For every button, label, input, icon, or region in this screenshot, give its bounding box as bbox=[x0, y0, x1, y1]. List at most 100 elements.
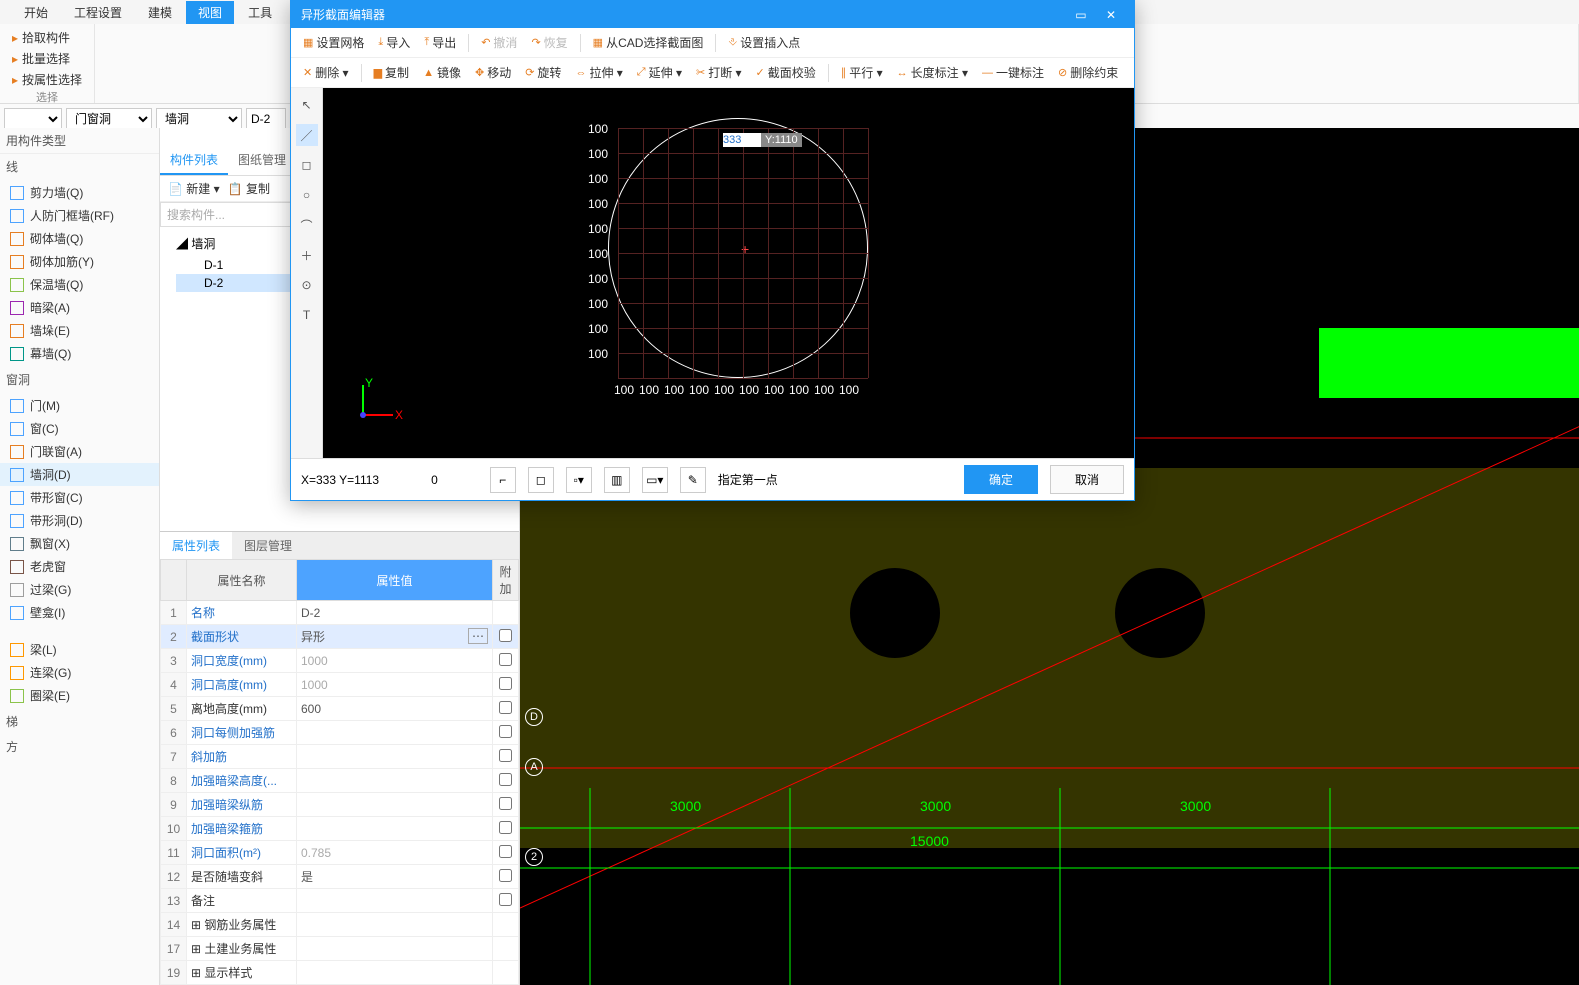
component-type-item[interactable]: 人防门框墙(RF) bbox=[0, 204, 159, 227]
toolbar-button[interactable]: ✂ 打断 ▾ bbox=[690, 62, 748, 83]
main-tab[interactable]: 视图 bbox=[186, 1, 234, 24]
toolbar-button[interactable]: — 一键标注 bbox=[976, 62, 1050, 83]
ribbon-button[interactable]: ▸ 批量选择 bbox=[10, 49, 84, 68]
property-row[interactable]: 3洞口宽度(mm)1000 bbox=[161, 649, 519, 673]
new-button[interactable]: 📄 新建 ▾ bbox=[168, 180, 220, 197]
main-tab[interactable]: 工具 bbox=[236, 1, 284, 24]
minimize-button[interactable]: ▭ bbox=[1067, 8, 1094, 22]
ok-button[interactable]: 确定 bbox=[964, 465, 1038, 494]
grid-label: 100 bbox=[689, 383, 709, 397]
component-type-item[interactable]: 保温墙(Q) bbox=[0, 273, 159, 296]
col-value: 属性值 bbox=[297, 560, 493, 601]
draw-tool[interactable]: ⌒ bbox=[296, 214, 318, 236]
ribbon-button[interactable]: ▸ 按属性选择 bbox=[10, 70, 84, 89]
mode-button-2[interactable]: ▫▾ bbox=[566, 467, 592, 493]
component-type-item[interactable]: 门(M) bbox=[0, 394, 159, 417]
wall-hole bbox=[1115, 568, 1205, 658]
component-type-item[interactable]: 幕墙(Q) bbox=[0, 342, 159, 365]
main-tab[interactable]: 开始 bbox=[12, 1, 60, 24]
category-select-1[interactable] bbox=[4, 108, 62, 130]
draw-tool[interactable]: ↖ bbox=[296, 94, 318, 116]
toolbar-button[interactable]: ⤢ 延伸 ▾ bbox=[631, 62, 688, 83]
component-type-item[interactable]: 暗梁(A) bbox=[0, 296, 159, 319]
mode-button-1[interactable]: ◻ bbox=[528, 467, 554, 493]
property-row[interactable]: 1名称D-2 bbox=[161, 601, 519, 625]
green-element bbox=[1319, 328, 1579, 398]
property-row[interactable]: 6洞口每侧加强筋 bbox=[161, 721, 519, 745]
property-row[interactable]: 9加强暗梁纵筋 bbox=[161, 793, 519, 817]
toolbar-button[interactable]: ▲ 镜像 bbox=[417, 62, 467, 83]
draw-tool[interactable]: ＋ bbox=[296, 244, 318, 266]
toolbar-button[interactable]: ⎀ 设置插入点 bbox=[722, 32, 806, 53]
close-button[interactable]: ✕ bbox=[1098, 8, 1124, 22]
toolbar-button[interactable]: ▆ 复制 bbox=[368, 62, 415, 83]
component-type-item[interactable]: 门联窗(A) bbox=[0, 440, 159, 463]
property-row[interactable]: 11洞口面积(m²)0.785 bbox=[161, 841, 519, 865]
toolbar-button[interactable]: ⤓ 导入 bbox=[372, 32, 416, 53]
mode-button-3[interactable]: ▥ bbox=[604, 467, 630, 493]
component-type-item[interactable]: 墙洞(D) bbox=[0, 463, 159, 486]
toolbar-button[interactable]: ✥ 移动 bbox=[469, 62, 517, 83]
dialog-titlebar[interactable]: 异形截面编辑器 ▭ ✕ bbox=[291, 1, 1134, 28]
toolbar-button: ↶ 撤消 bbox=[475, 32, 523, 53]
property-row[interactable]: 7斜加筋 bbox=[161, 745, 519, 769]
property-row[interactable]: 14⊞ 钢筋业务属性 bbox=[161, 913, 519, 937]
ribbon-button[interactable]: ▸ 拾取构件 bbox=[10, 28, 84, 47]
toolbar-button[interactable]: ⇔ 拉伸 ▾ bbox=[569, 62, 628, 83]
property-row[interactable]: 17⊞ 土建业务属性 bbox=[161, 937, 519, 961]
main-tab[interactable]: 工程设置 bbox=[62, 1, 134, 24]
editor-canvas[interactable]: + 10010010010010010010010010010010010010… bbox=[323, 88, 1134, 458]
tab-drawing-mgmt[interactable]: 图纸管理 bbox=[228, 146, 296, 175]
component-type-item[interactable]: 壁龛(I) bbox=[0, 601, 159, 624]
component-type-item[interactable]: 带形窗(C) bbox=[0, 486, 159, 509]
copy-button[interactable]: 📋 复制 bbox=[228, 180, 270, 197]
component-type-item[interactable]: 砌体加筋(Y) bbox=[0, 250, 159, 273]
tab-layers[interactable]: 图层管理 bbox=[232, 532, 304, 559]
component-type-item[interactable]: 圈梁(E) bbox=[0, 684, 159, 707]
property-row[interactable]: 10加强暗梁箍筋 bbox=[161, 817, 519, 841]
main-tab[interactable]: 建模 bbox=[136, 1, 184, 24]
component-type-item[interactable]: 墙垛(E) bbox=[0, 319, 159, 342]
mode-button-4[interactable]: ▭▾ bbox=[642, 467, 668, 493]
tab-properties[interactable]: 属性列表 bbox=[160, 532, 232, 559]
property-row[interactable]: 13备注 bbox=[161, 889, 519, 913]
toolbar-button[interactable]: ✕ 删除 ▾ bbox=[297, 62, 355, 83]
snap-button[interactable]: ⌐ bbox=[490, 467, 516, 493]
property-row[interactable]: 2截面形状异形 ⋯ bbox=[161, 625, 519, 649]
grid-label: 100 bbox=[588, 347, 608, 361]
toolbar-button[interactable]: ✓ 截面校验 bbox=[750, 62, 822, 83]
property-row[interactable]: 5离地高度(mm)600 bbox=[161, 697, 519, 721]
category-select-3[interactable]: 墙洞 bbox=[156, 108, 242, 130]
component-id-input[interactable] bbox=[246, 108, 286, 130]
x-coord-input[interactable] bbox=[723, 133, 761, 147]
component-type-item[interactable]: 梁(L) bbox=[0, 638, 159, 661]
tab-component-list[interactable]: 构件列表 bbox=[160, 146, 228, 175]
component-type-item[interactable]: 窗(C) bbox=[0, 417, 159, 440]
component-type-item[interactable]: 过梁(G) bbox=[0, 578, 159, 601]
toolbar-button[interactable]: ▦ 从CAD选择截面图 bbox=[587, 32, 710, 53]
property-row[interactable]: 19⊞ 显示样式 bbox=[161, 961, 519, 985]
cancel-button[interactable]: 取消 bbox=[1050, 465, 1124, 494]
component-type-item[interactable]: 带形洞(D) bbox=[0, 509, 159, 532]
component-type-item[interactable]: 老虎窗 bbox=[0, 555, 159, 578]
property-row[interactable]: 4洞口高度(mm)1000 bbox=[161, 673, 519, 697]
toolbar-button[interactable]: ⊘ 删除约束 bbox=[1052, 62, 1124, 83]
draw-tool[interactable]: ◻ bbox=[296, 154, 318, 176]
draw-tool[interactable]: ／ bbox=[296, 124, 318, 146]
component-type-item[interactable]: 连梁(G) bbox=[0, 661, 159, 684]
toolbar-button[interactable]: ▦ 设置网格 bbox=[297, 32, 370, 53]
draw-tool[interactable]: T bbox=[296, 304, 318, 326]
toolbar-button[interactable]: ⟳ 旋转 bbox=[519, 62, 567, 83]
component-type-item[interactable]: 剪力墙(Q) bbox=[0, 181, 159, 204]
toolbar-button[interactable]: ⤒ 导出 bbox=[418, 32, 462, 53]
draw-tool[interactable]: ○ bbox=[296, 184, 318, 206]
property-row[interactable]: 12是否随墙变斜是 bbox=[161, 865, 519, 889]
component-type-item[interactable]: 砌体墙(Q) bbox=[0, 227, 159, 250]
toolbar-button[interactable]: ∥ 平行 ▾ bbox=[835, 62, 889, 83]
draw-tool[interactable]: ⊙ bbox=[296, 274, 318, 296]
category-select-2[interactable]: 门窗洞 bbox=[66, 108, 152, 130]
property-row[interactable]: 8加强暗梁高度(... bbox=[161, 769, 519, 793]
toolbar-button[interactable]: ↔ 长度标注 ▾ bbox=[891, 62, 974, 83]
component-type-item[interactable]: 飘窗(X) bbox=[0, 532, 159, 555]
mode-button-5[interactable]: ✎ bbox=[680, 467, 706, 493]
